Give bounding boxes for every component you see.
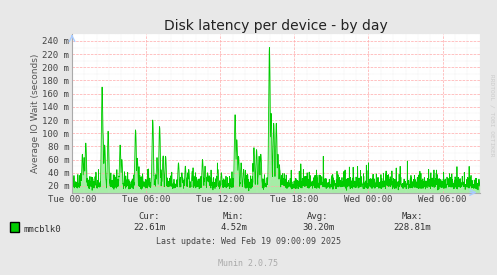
Text: 22.61m: 22.61m [133, 223, 165, 232]
Text: Avg:: Avg: [307, 212, 329, 221]
Text: mmcblk0: mmcblk0 [24, 225, 62, 234]
Title: Disk latency per device - by day: Disk latency per device - by day [164, 19, 388, 33]
Text: RRDTOOL / TOBI OETIKER: RRDTOOL / TOBI OETIKER [490, 74, 495, 157]
Text: Last update: Wed Feb 19 09:00:09 2025: Last update: Wed Feb 19 09:00:09 2025 [156, 237, 341, 246]
Y-axis label: Average IO Wait (seconds): Average IO Wait (seconds) [31, 54, 40, 173]
Text: 30.20m: 30.20m [302, 223, 334, 232]
Text: Munin 2.0.75: Munin 2.0.75 [219, 259, 278, 268]
Text: Max:: Max: [402, 212, 423, 221]
Text: Cur:: Cur: [138, 212, 160, 221]
Text: 228.81m: 228.81m [394, 223, 431, 232]
Text: Min:: Min: [223, 212, 245, 221]
Text: 4.52m: 4.52m [220, 223, 247, 232]
